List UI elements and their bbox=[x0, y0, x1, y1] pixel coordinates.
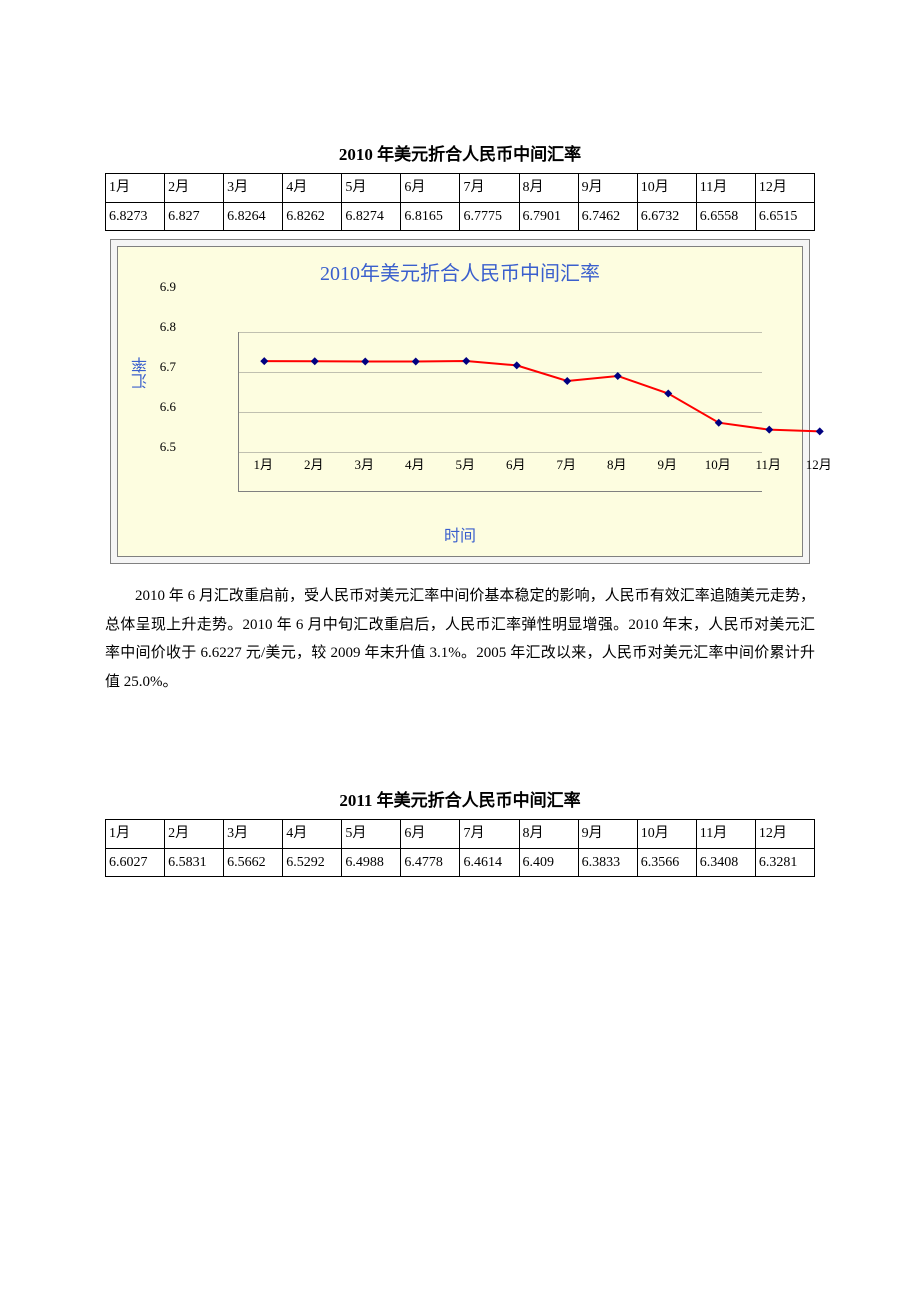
table-cell: 10月 bbox=[637, 820, 696, 849]
chart-line bbox=[264, 361, 820, 431]
x-tick-label: 1月 bbox=[253, 454, 273, 473]
table-cell: 1月 bbox=[106, 174, 165, 203]
table-cell: 8月 bbox=[519, 820, 578, 849]
table-cell: 4月 bbox=[283, 820, 342, 849]
x-axis-ticks: 1月2月3月4月5月6月7月8月9月10月11月12月 bbox=[238, 452, 762, 472]
table-row: 6.82736.8276.82646.82626.82746.81656.777… bbox=[106, 202, 815, 231]
x-tick-label: 6月 bbox=[506, 454, 526, 473]
chart-marker bbox=[260, 357, 268, 365]
table-row: 1月2月3月4月5月6月7月8月9月10月11月12月 bbox=[106, 174, 815, 203]
table-2010: 1月2月3月4月5月6月7月8月9月10月11月12月 6.82736.8276… bbox=[105, 173, 815, 231]
x-tick-label: 8月 bbox=[607, 454, 627, 473]
x-tick-label: 9月 bbox=[657, 454, 677, 473]
table-cell: 6.3408 bbox=[696, 848, 755, 877]
x-tick-label: 2月 bbox=[304, 454, 324, 473]
x-tick-label: 3月 bbox=[354, 454, 374, 473]
table-cell: 12月 bbox=[755, 820, 814, 849]
table-cell: 3月 bbox=[224, 174, 283, 203]
table-cell: 6.3566 bbox=[637, 848, 696, 877]
y-tick-label: 6.8 bbox=[160, 319, 176, 335]
table-cell: 6.8274 bbox=[342, 202, 401, 231]
section-2011-title: 2011 年美元折合人民币中间汇率 bbox=[105, 786, 815, 811]
table-cell: 6.6027 bbox=[106, 848, 165, 877]
chart-marker bbox=[513, 362, 521, 370]
table-cell: 6.7775 bbox=[460, 202, 519, 231]
table-cell: 6.5831 bbox=[165, 848, 224, 877]
chart-marker bbox=[563, 377, 571, 385]
table-cell: 6.5662 bbox=[224, 848, 283, 877]
table-cell: 1月 bbox=[106, 820, 165, 849]
y-tick-label: 6.7 bbox=[160, 359, 176, 375]
chart-plot: 1月2月3月4月5月6月7月8月9月10月11月12月 bbox=[178, 292, 782, 492]
table-cell: 6.6515 bbox=[755, 202, 814, 231]
chart-marker bbox=[664, 390, 672, 398]
table-cell: 5月 bbox=[342, 174, 401, 203]
table-cell: 6月 bbox=[401, 174, 460, 203]
table-cell: 2月 bbox=[165, 820, 224, 849]
table-cell: 9月 bbox=[578, 174, 637, 203]
table-cell: 6.4614 bbox=[460, 848, 519, 877]
y-axis-ticks: 6.56.66.76.86.9 bbox=[150, 287, 178, 447]
table-cell: 6.7462 bbox=[578, 202, 637, 231]
x-tick-label: 4月 bbox=[405, 454, 425, 473]
table-cell: 8月 bbox=[519, 174, 578, 203]
table-cell: 12月 bbox=[755, 174, 814, 203]
table-cell: 6.3281 bbox=[755, 848, 814, 877]
chart-marker bbox=[361, 358, 369, 366]
x-tick-label: 12月 bbox=[806, 454, 832, 473]
table-cell: 6.8264 bbox=[224, 202, 283, 231]
chart-marker bbox=[715, 419, 723, 427]
table-cell: 4月 bbox=[283, 174, 342, 203]
table-cell: 6.6558 bbox=[696, 202, 755, 231]
table-row: 6.60276.58316.56626.52926.49886.47786.46… bbox=[106, 848, 815, 877]
table-cell: 6.4988 bbox=[342, 848, 401, 877]
table-cell: 6.8262 bbox=[283, 202, 342, 231]
table-cell: 10月 bbox=[637, 174, 696, 203]
table-cell: 7月 bbox=[460, 174, 519, 203]
y-tick-label: 6.6 bbox=[160, 399, 176, 415]
chart-marker bbox=[462, 357, 470, 365]
x-axis-label: 时间 bbox=[118, 520, 802, 556]
table-cell: 2月 bbox=[165, 174, 224, 203]
table-cell: 11月 bbox=[696, 174, 755, 203]
table-cell: 6.5292 bbox=[283, 848, 342, 877]
table-cell: 6.8165 bbox=[401, 202, 460, 231]
table-row: 1月2月3月4月5月6月7月8月9月10月11月12月 bbox=[106, 820, 815, 849]
table-cell: 6.4778 bbox=[401, 848, 460, 877]
table-cell: 9月 bbox=[578, 820, 637, 849]
table-cell: 7月 bbox=[460, 820, 519, 849]
x-tick-label: 5月 bbox=[455, 454, 475, 473]
chart-marker bbox=[816, 428, 824, 436]
table-cell: 6.827 bbox=[165, 202, 224, 231]
y-tick-label: 6.5 bbox=[160, 439, 176, 455]
chart-title: 2010年美元折合人民币中间汇率 bbox=[118, 247, 802, 292]
chart-marker bbox=[765, 426, 773, 434]
table-cell: 5月 bbox=[342, 820, 401, 849]
paragraph-2010: 2010 年 6 月汇改重启前，受人民币对美元汇率中间价基本稳定的影响，人民币有… bbox=[105, 582, 815, 696]
y-tick-label: 6.9 bbox=[160, 279, 176, 295]
chart-marker bbox=[614, 372, 622, 380]
table-cell: 3月 bbox=[224, 820, 283, 849]
chart-marker bbox=[311, 357, 319, 365]
chart-2010: 2010年美元折合人民币中间汇率 汇率 6.56.66.76.86.9 1月2月… bbox=[117, 246, 803, 557]
x-tick-label: 11月 bbox=[755, 454, 781, 473]
table-cell: 6.7901 bbox=[519, 202, 578, 231]
table-cell: 6.6732 bbox=[637, 202, 696, 231]
chart-marker bbox=[412, 358, 420, 366]
table-cell: 6.409 bbox=[519, 848, 578, 877]
table-cell: 6.8273 bbox=[106, 202, 165, 231]
table-cell: 11月 bbox=[696, 820, 755, 849]
chart-2010-container: 2010年美元折合人民币中间汇率 汇率 6.56.66.76.86.9 1月2月… bbox=[110, 239, 810, 564]
table-2011: 1月2月3月4月5月6月7月8月9月10月11月12月 6.60276.5831… bbox=[105, 819, 815, 877]
section-2010-title: 2010 年美元折合人民币中间汇率 bbox=[105, 140, 815, 165]
x-tick-label: 10月 bbox=[705, 454, 731, 473]
x-tick-label: 7月 bbox=[556, 454, 576, 473]
table-cell: 6.3833 bbox=[578, 848, 637, 877]
table-cell: 6月 bbox=[401, 820, 460, 849]
